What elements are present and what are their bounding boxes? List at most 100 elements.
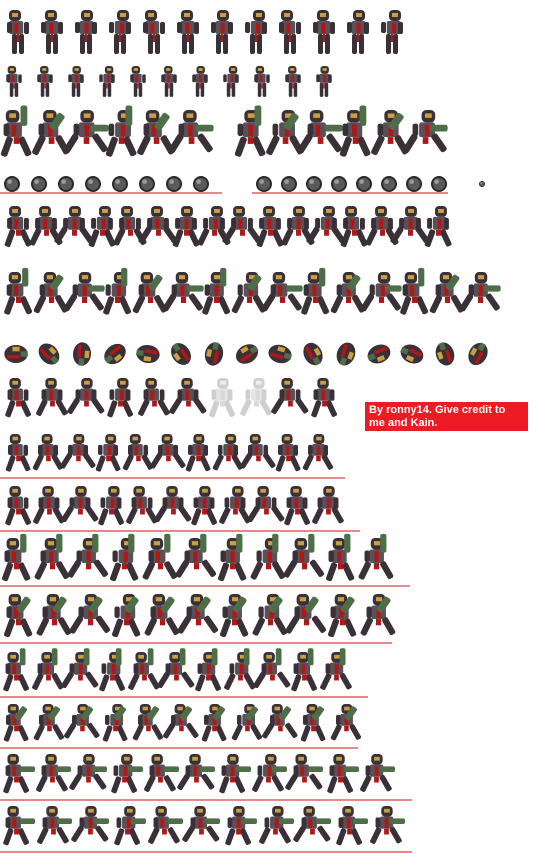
roll-frame <box>400 344 424 364</box>
sprite-frame <box>459 272 501 312</box>
sprite-frame <box>105 105 137 157</box>
sprite-frame <box>99 66 115 97</box>
sprite-frame <box>275 434 301 472</box>
sprite-frame <box>285 754 323 791</box>
sprite-frame <box>330 272 366 314</box>
sprite-frame <box>168 110 214 153</box>
sprite-frame <box>3 648 29 692</box>
roll-frame <box>204 341 224 366</box>
roll-frame <box>336 342 356 366</box>
sprite-frame <box>283 533 325 578</box>
sprite-frame <box>5 434 31 472</box>
sprite-frame <box>340 206 368 248</box>
sprite-frame <box>68 66 84 97</box>
sprite-frame <box>327 754 359 794</box>
sprite-frame <box>285 66 301 97</box>
sprite-frame <box>211 10 233 54</box>
sprite-frame <box>261 272 303 312</box>
sprite-frame <box>312 486 344 524</box>
sprite-frame <box>240 434 276 469</box>
sprite-frame <box>209 378 235 418</box>
sprite-frame <box>32 110 70 156</box>
sprite-frame <box>266 110 304 156</box>
roll-frame <box>435 342 455 366</box>
charge-orb-frame <box>381 176 397 192</box>
sprite-frame <box>191 486 217 526</box>
sprite-frame <box>148 806 183 844</box>
sprite-frame <box>358 533 394 580</box>
sprite-frame <box>360 754 395 792</box>
sprite-frame <box>114 806 146 846</box>
sprite-frame <box>429 272 465 314</box>
sprite-frame <box>328 594 357 638</box>
sprite-frame <box>219 754 251 794</box>
sprite-frame <box>262 704 298 739</box>
sprite-frame <box>212 434 244 471</box>
sprite-frame <box>64 704 100 739</box>
sprite-frame <box>175 533 217 578</box>
sprite-frame <box>150 434 186 469</box>
sprite-frame <box>250 533 286 580</box>
sprite-frame <box>3 754 35 794</box>
sprite-frame <box>37 66 53 97</box>
sprite-frame <box>36 378 68 416</box>
sprite-frame <box>102 704 128 742</box>
sprite-frame <box>99 648 125 692</box>
sprite-frame <box>138 206 178 244</box>
sprite-frame <box>245 10 267 54</box>
roll-frame <box>468 342 488 366</box>
sprite-frame <box>252 594 288 636</box>
sprite-frame <box>69 754 107 791</box>
sprite-frame <box>128 648 160 690</box>
sprite-frame <box>63 272 105 312</box>
sprite-frame <box>4 594 33 638</box>
sprite-frame <box>67 378 105 415</box>
credit-line-2: me and Kain. <box>369 417 438 429</box>
sprite-frame <box>34 533 70 580</box>
sprite-frame <box>4 267 33 315</box>
sprite-frame <box>36 594 72 636</box>
sprite-frame <box>162 272 204 312</box>
sprite-frame <box>177 754 215 791</box>
sprite-frame <box>122 434 154 471</box>
roll-frame <box>72 342 92 366</box>
sprite-frame <box>402 110 448 153</box>
sprite-frame <box>154 486 192 523</box>
sprite-frame <box>240 378 272 416</box>
charge-orb-frame <box>356 176 372 192</box>
charge-orb-frame <box>166 176 182 192</box>
sprite-frame <box>192 66 208 97</box>
charge-orb-frame <box>256 176 272 192</box>
sprite-frame <box>320 648 352 690</box>
sprite-frame <box>390 206 430 244</box>
sprite-frame <box>71 806 109 843</box>
sprite-frame <box>279 10 301 54</box>
roll-frame <box>367 344 391 364</box>
sprite-frame <box>256 206 284 248</box>
sprite-frame <box>360 272 402 312</box>
sprite-frame <box>0 105 32 157</box>
charge-orb-frame <box>85 176 101 192</box>
charge-orb-frame <box>281 176 297 192</box>
charge-orb-frame <box>31 176 47 192</box>
sprite-frame <box>132 272 168 314</box>
sprite-frame <box>60 434 96 469</box>
sprite-frame <box>347 10 369 54</box>
sprite-frame <box>381 10 403 54</box>
sprite-frame <box>107 378 133 418</box>
sprite-frame <box>144 594 180 636</box>
sprite-frame <box>253 648 291 689</box>
sprite-frame <box>306 206 346 244</box>
sprite-frame <box>231 272 267 314</box>
roll-frame <box>136 344 160 364</box>
sprite-frame <box>195 648 221 692</box>
sprite-frame <box>32 434 64 471</box>
sprite-frame <box>5 378 31 418</box>
roll-frame <box>171 342 191 365</box>
sprite-frame <box>360 594 396 636</box>
roll-frame <box>303 342 323 366</box>
sprite-frame <box>143 10 165 54</box>
sprite-frame <box>36 754 71 792</box>
sprite-frame <box>138 378 170 416</box>
